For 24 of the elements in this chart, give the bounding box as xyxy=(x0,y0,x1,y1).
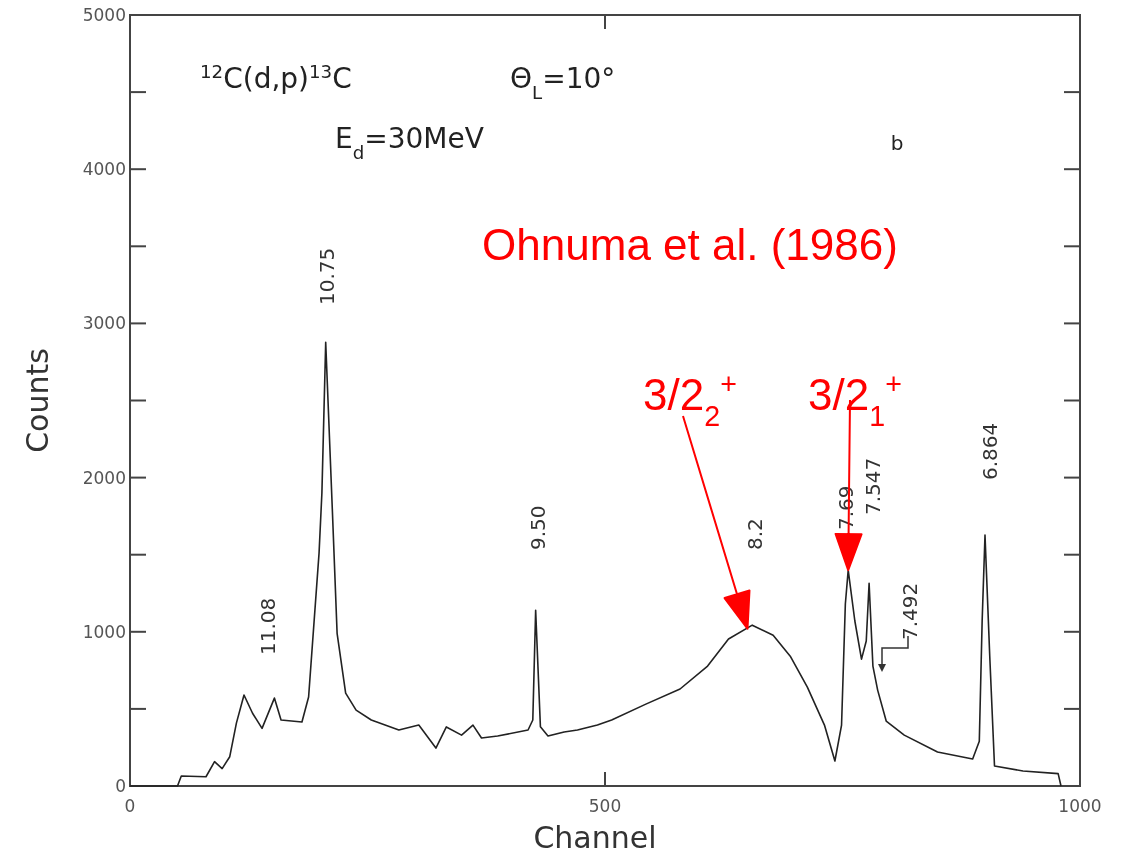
text: $^{12}$C(d,p)$^{13}$C xyxy=(200,60,352,95)
x-axis-title: Channel xyxy=(533,820,657,855)
y-tick-label: 3000 xyxy=(82,313,126,334)
x-tick-label: 500 xyxy=(588,796,622,816)
y-axis-title: Counts xyxy=(20,348,55,453)
annotation: Ohnuma et al. (1986) xyxy=(482,220,898,269)
annotation: 10.75 xyxy=(315,247,339,305)
annotation: 8.2 xyxy=(743,518,767,550)
y-tick-label: 0 xyxy=(115,775,126,796)
annotation: 7.547 xyxy=(861,457,885,515)
y-tick-label: 2000 xyxy=(82,467,126,488)
annotation: 6.864 xyxy=(978,422,1002,480)
annotation: 7.492 xyxy=(898,582,922,640)
annotation: Θ$_{L}$=10° xyxy=(510,62,616,103)
line-series xyxy=(129,341,1062,787)
y-tick-label: 1000 xyxy=(82,621,126,642)
annotation: E$_{d}$=30MeV xyxy=(335,122,484,163)
annotation: b xyxy=(890,131,904,155)
x-tick-label: 1000 xyxy=(1058,796,1102,816)
y-tick-label: 4000 xyxy=(82,159,126,180)
annotation: 7.69 xyxy=(834,485,858,530)
annotation: 11.08 xyxy=(256,597,280,655)
annotation: 9.50 xyxy=(526,505,550,550)
y-tick-label: 5000 xyxy=(82,4,126,25)
